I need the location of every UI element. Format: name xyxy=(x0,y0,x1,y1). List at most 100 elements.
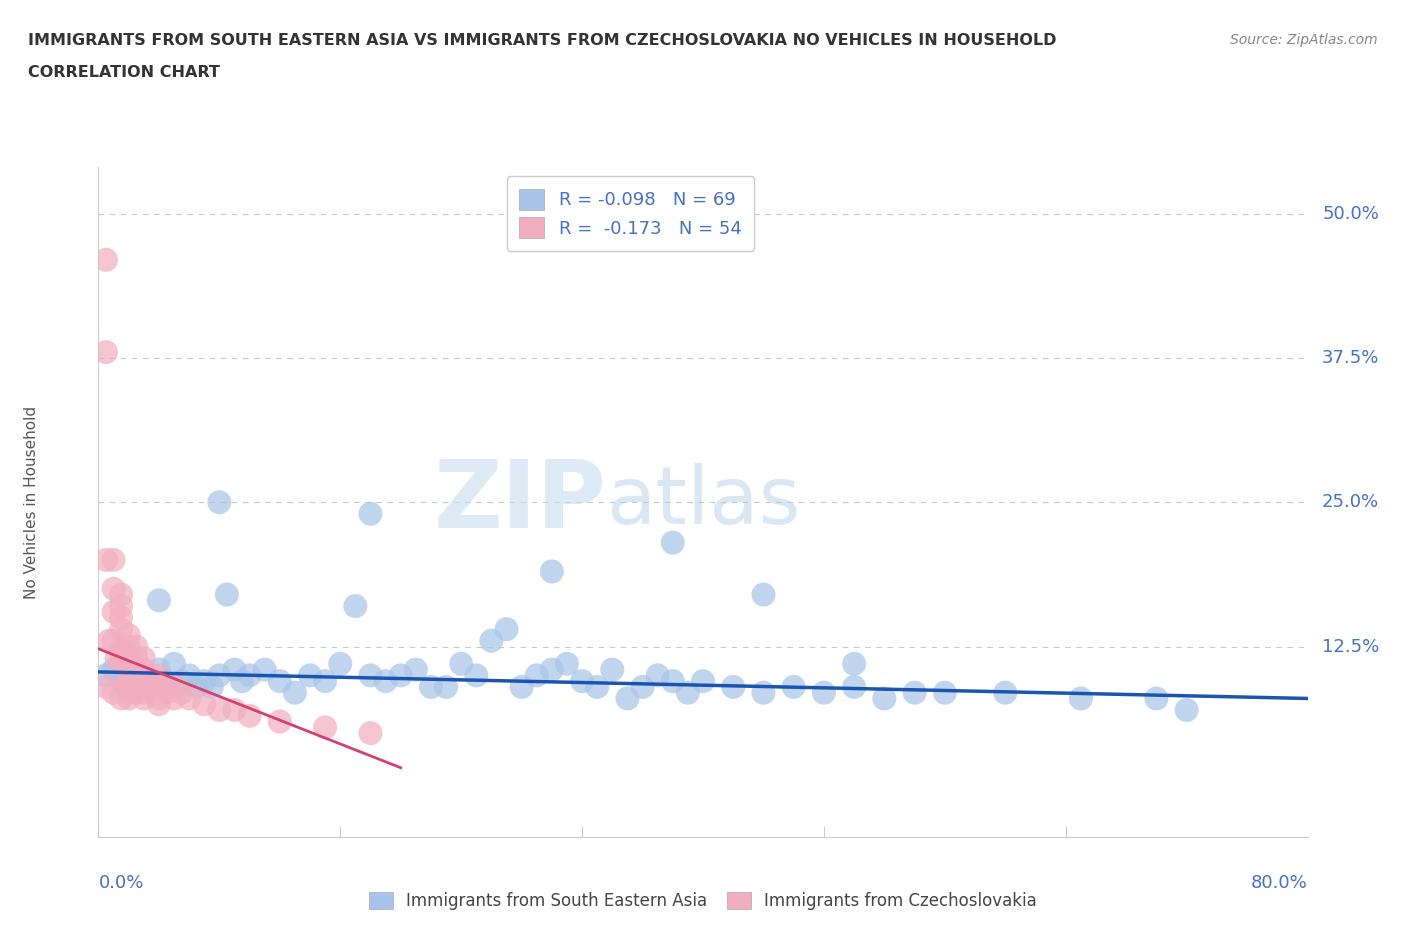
Point xyxy=(141,680,163,695)
Point xyxy=(661,673,683,688)
Point xyxy=(110,644,132,659)
Point xyxy=(201,680,224,695)
Point xyxy=(374,673,396,688)
Point xyxy=(163,680,186,695)
Point xyxy=(540,564,562,578)
Point xyxy=(269,714,291,729)
Point xyxy=(647,668,669,683)
Point xyxy=(752,587,775,602)
Legend: R = -0.098   N = 69, R =  -0.173   N = 54: R = -0.098 N = 69, R = -0.173 N = 54 xyxy=(506,177,755,251)
Point xyxy=(419,680,441,695)
Point xyxy=(148,662,170,677)
Point xyxy=(148,680,170,695)
Text: 80.0%: 80.0% xyxy=(1251,874,1308,892)
Point xyxy=(94,668,117,683)
Text: Source: ZipAtlas.com: Source: ZipAtlas.com xyxy=(1230,33,1378,46)
Point xyxy=(118,685,141,700)
Point xyxy=(224,702,246,717)
Point xyxy=(118,673,141,688)
Point xyxy=(118,651,141,666)
Point xyxy=(118,639,141,654)
Point xyxy=(193,673,215,688)
Point xyxy=(170,685,193,700)
Point xyxy=(132,691,155,706)
Point xyxy=(170,673,193,688)
Point xyxy=(186,680,208,695)
Point xyxy=(110,673,132,688)
Point xyxy=(103,552,125,567)
Point xyxy=(132,662,155,677)
Point xyxy=(215,587,238,602)
Point xyxy=(125,651,148,666)
Point xyxy=(844,680,866,695)
Point xyxy=(177,691,201,706)
Point xyxy=(177,668,201,683)
Point xyxy=(526,668,548,683)
Point xyxy=(148,697,170,711)
Point xyxy=(98,633,121,648)
Point xyxy=(1175,702,1198,717)
Point xyxy=(360,668,382,683)
Point xyxy=(94,552,117,567)
Point xyxy=(110,657,132,671)
Point xyxy=(118,662,141,677)
Point xyxy=(148,593,170,608)
Point xyxy=(782,680,804,695)
Legend: Immigrants from South Eastern Asia, Immigrants from Czechoslovakia: Immigrants from South Eastern Asia, Immi… xyxy=(363,885,1043,917)
Point xyxy=(344,599,367,614)
Point xyxy=(132,651,155,666)
Point xyxy=(125,680,148,695)
Point xyxy=(132,668,155,683)
Point xyxy=(616,691,638,706)
Point xyxy=(155,680,177,695)
Point xyxy=(132,673,155,688)
Point xyxy=(813,685,835,700)
Point xyxy=(450,657,472,671)
Point xyxy=(103,604,125,619)
Point xyxy=(125,662,148,677)
Point xyxy=(110,599,132,614)
Text: IMMIGRANTS FROM SOUTH EASTERN ASIA VS IMMIGRANTS FROM CZECHOSLOVAKIA NO VEHICLES: IMMIGRANTS FROM SOUTH EASTERN ASIA VS IM… xyxy=(28,33,1057,47)
Point xyxy=(239,668,262,683)
Point xyxy=(314,720,336,735)
Point xyxy=(1144,691,1167,706)
Point xyxy=(253,662,276,677)
Point xyxy=(465,668,488,683)
Point xyxy=(224,662,246,677)
Point xyxy=(118,628,141,643)
Point xyxy=(571,673,593,688)
Point xyxy=(284,685,307,700)
Point xyxy=(602,662,624,677)
Point xyxy=(934,685,956,700)
Point xyxy=(405,662,427,677)
Point xyxy=(752,685,775,700)
Text: atlas: atlas xyxy=(606,463,800,541)
Point xyxy=(873,691,896,706)
Point xyxy=(118,680,141,695)
Point xyxy=(132,685,155,700)
Point xyxy=(555,657,578,671)
Text: 12.5%: 12.5% xyxy=(1322,637,1379,656)
Point xyxy=(125,685,148,700)
Point xyxy=(110,587,132,602)
Point xyxy=(193,697,215,711)
Point xyxy=(904,685,927,700)
Point xyxy=(163,691,186,706)
Text: ZIP: ZIP xyxy=(433,457,606,548)
Text: CORRELATION CHART: CORRELATION CHART xyxy=(28,65,219,80)
Point xyxy=(231,673,253,688)
Text: 0.0%: 0.0% xyxy=(98,874,143,892)
Text: No Vehicles in Household: No Vehicles in Household xyxy=(24,405,39,599)
Point xyxy=(118,668,141,683)
Point xyxy=(676,685,699,700)
Point xyxy=(495,622,517,637)
Point xyxy=(360,725,382,740)
Point xyxy=(239,709,262,724)
Point xyxy=(208,495,231,510)
Point xyxy=(721,680,744,695)
Point xyxy=(631,680,654,695)
Point xyxy=(329,657,352,671)
Point xyxy=(510,680,533,695)
Text: 50.0%: 50.0% xyxy=(1322,205,1379,222)
Point xyxy=(208,702,231,717)
